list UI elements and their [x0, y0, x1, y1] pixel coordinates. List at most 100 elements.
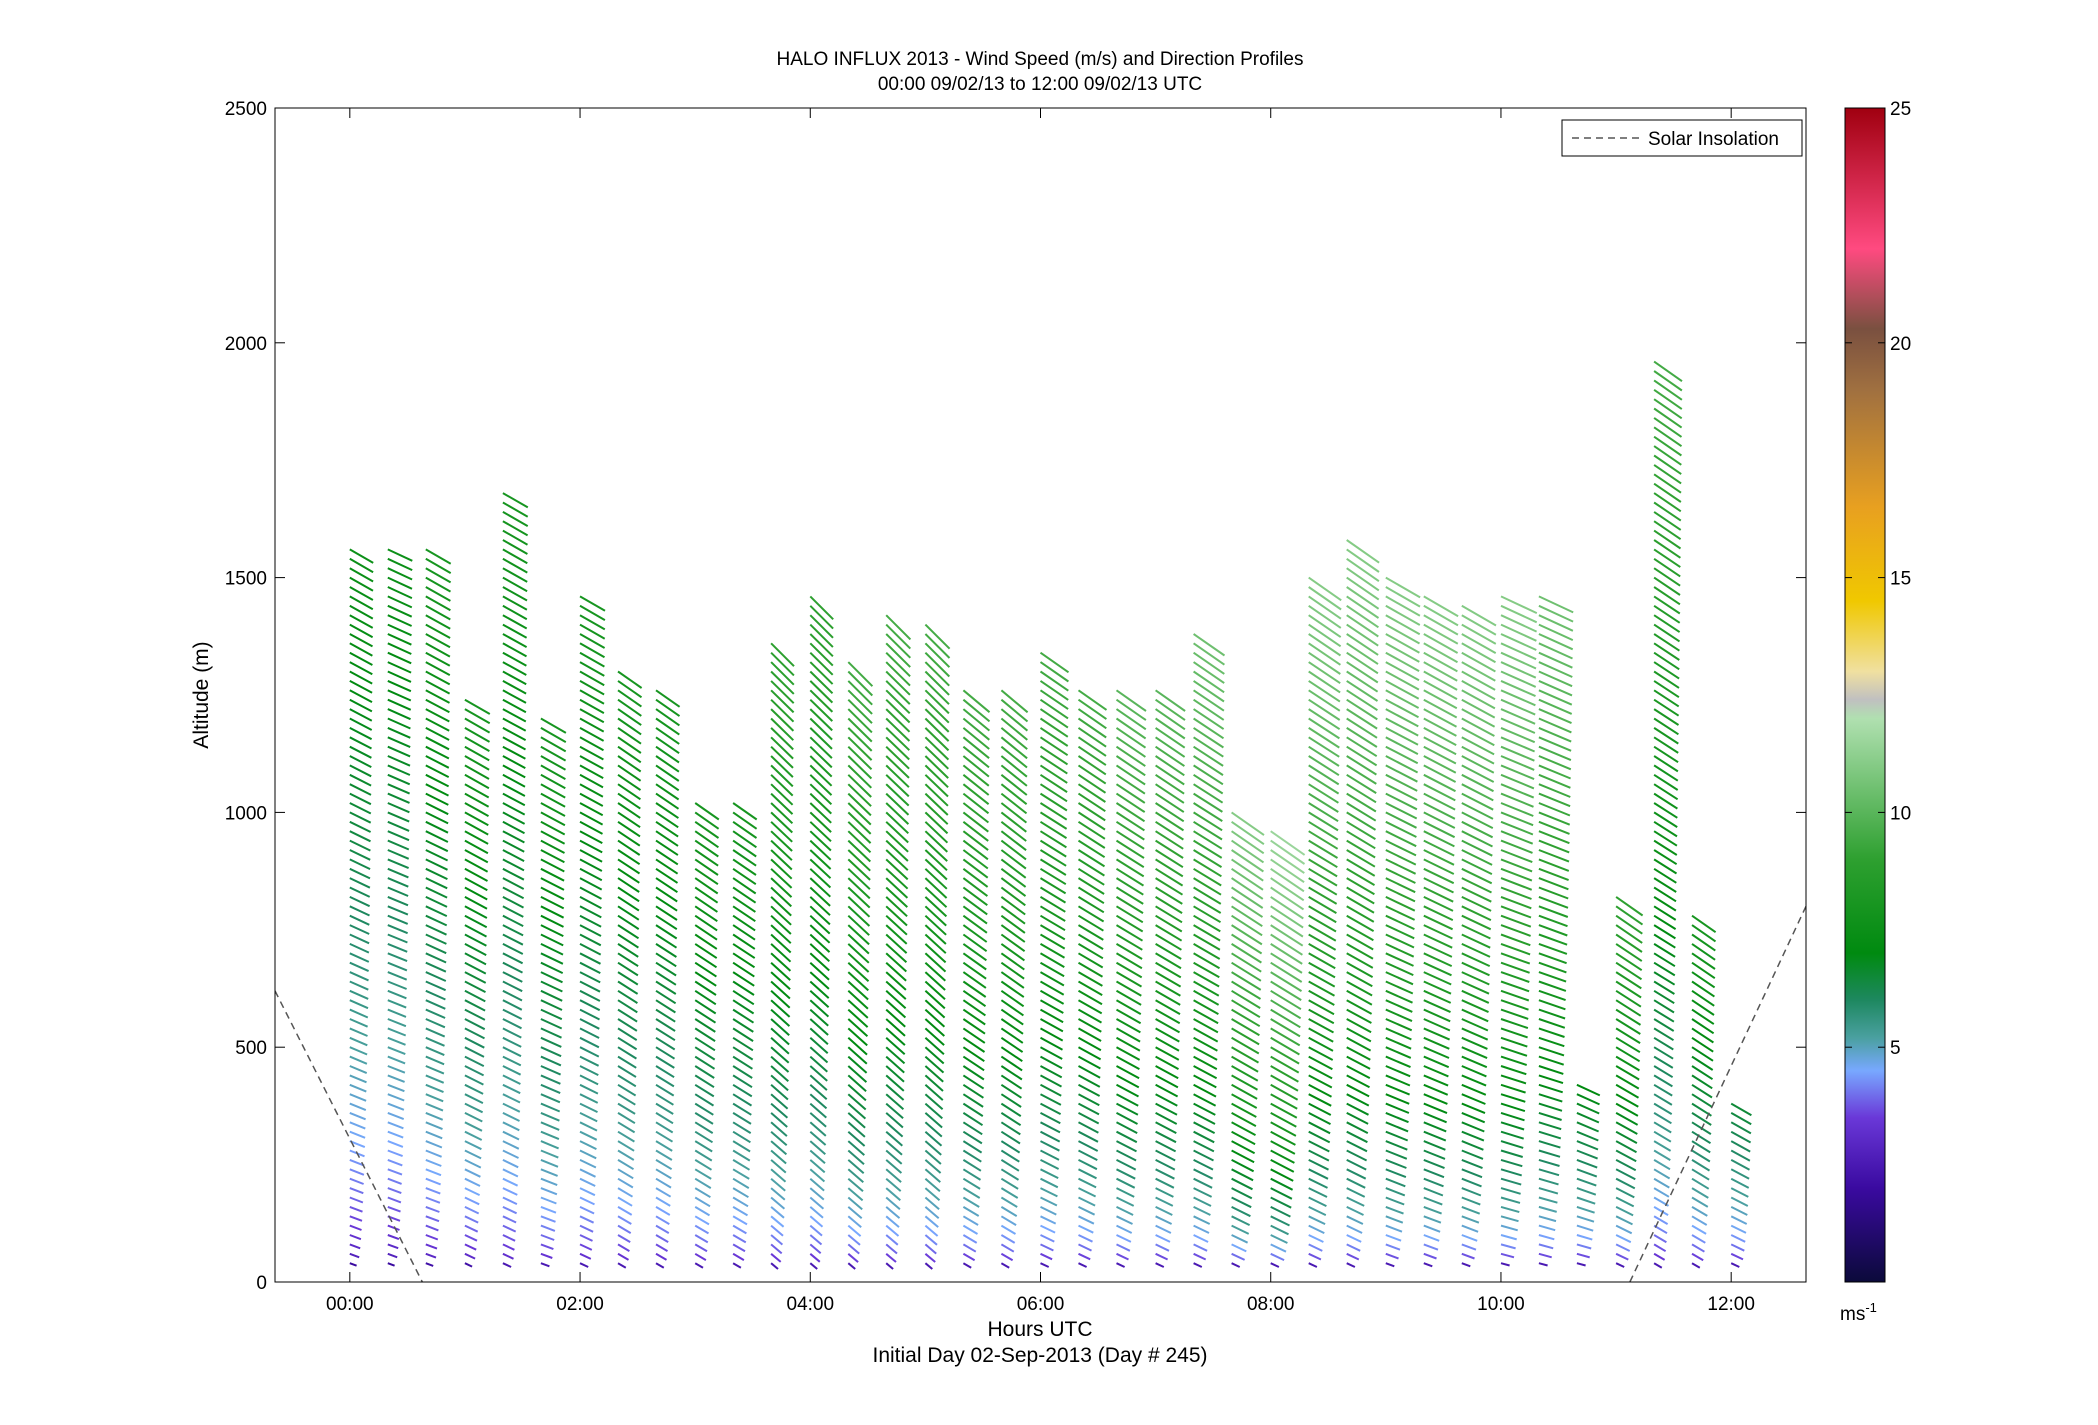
wind-vector	[1423, 1168, 1445, 1179]
wind-vector	[1270, 1112, 1297, 1128]
wind-vector	[540, 717, 567, 734]
wind-vector	[1500, 736, 1535, 753]
wind-vector	[1193, 1149, 1214, 1162]
wind-vector	[502, 736, 526, 751]
wind-vector	[425, 1036, 445, 1047]
wind-vector	[617, 1130, 635, 1143]
wind-vector	[425, 633, 451, 649]
wind-vector	[732, 877, 757, 895]
wind-vector	[1653, 633, 1680, 652]
wind-vector	[1346, 971, 1373, 988]
wind-vector	[1423, 1036, 1450, 1050]
wind-vector	[732, 858, 757, 876]
wind-vector	[1193, 924, 1221, 942]
wind-vector	[1538, 961, 1567, 974]
wind-vector	[1270, 839, 1306, 865]
wind-vector	[1193, 858, 1222, 878]
wind-vector	[1653, 1234, 1667, 1244]
wind-vector	[349, 1196, 364, 1204]
wind-vector	[924, 1102, 943, 1120]
wind-vector	[1078, 1074, 1101, 1088]
solar-insolation-left-line	[275, 990, 424, 1282]
wind-vector	[1193, 736, 1224, 758]
wind-vector	[349, 989, 369, 1000]
wind-vector	[1500, 783, 1535, 799]
wind-vector	[770, 924, 792, 944]
wind-vector	[617, 764, 642, 782]
wind-vector	[770, 670, 795, 695]
wind-vector	[1653, 820, 1678, 838]
wind-vector	[1193, 1159, 1214, 1171]
wind-vector	[1193, 764, 1224, 786]
wind-vector	[464, 1055, 485, 1067]
wind-vector	[425, 1055, 445, 1066]
wind-vector	[349, 1065, 368, 1075]
wind-vector	[1346, 651, 1379, 675]
wind-vector	[540, 886, 565, 901]
wind-vector	[540, 839, 565, 854]
wind-vector	[1653, 858, 1678, 875]
wind-vector	[387, 1083, 405, 1093]
wind-vector	[1077, 961, 1104, 978]
wind-vector	[387, 802, 410, 814]
wind-vector	[579, 1224, 594, 1233]
wind-vector	[617, 924, 640, 940]
wind-vector	[1423, 933, 1453, 949]
wind-vector	[770, 980, 791, 1000]
wind-vector	[387, 980, 407, 990]
wind-vector	[1308, 867, 1338, 887]
wind-vector	[655, 820, 679, 838]
wind-vector	[1500, 764, 1535, 781]
wind-vector	[425, 942, 447, 955]
wind-vector	[1193, 633, 1226, 657]
wind-vector	[1308, 1008, 1335, 1025]
wind-vector	[1500, 849, 1533, 864]
wind-vector	[617, 783, 641, 801]
wind-vector	[809, 971, 830, 990]
wind-vector	[809, 990, 830, 1009]
wind-vector	[1193, 1027, 1219, 1043]
wind-vector	[732, 1055, 753, 1070]
wind-vector	[1270, 1159, 1295, 1173]
colorbar-tick-label: 5	[1890, 1038, 1901, 1059]
wind-vector	[464, 1027, 485, 1040]
wind-vector	[770, 830, 793, 852]
wind-vector	[962, 727, 990, 750]
wind-vector	[1500, 971, 1530, 983]
wind-vector	[809, 774, 833, 796]
wind-vector	[1691, 943, 1716, 961]
wind-vector	[502, 867, 525, 881]
wind-vector	[1346, 1027, 1372, 1043]
wind-vector	[1346, 642, 1379, 665]
wind-vector	[1538, 980, 1567, 992]
wind-vector	[1500, 1008, 1529, 1020]
wind-vector	[962, 1196, 980, 1208]
wind-vector	[732, 1243, 746, 1253]
wind-vector	[464, 1036, 485, 1049]
wind-vector	[1077, 755, 1107, 776]
wind-vector	[387, 867, 409, 879]
wind-vector	[1078, 1121, 1099, 1134]
wind-vector	[387, 1168, 403, 1176]
y-axis-label: Altitude (m)	[190, 641, 213, 748]
wind-vector	[885, 755, 910, 779]
wind-vector	[809, 961, 830, 981]
wind-vector	[464, 811, 489, 827]
wind-vector	[694, 896, 718, 913]
wind-vector	[579, 1149, 597, 1160]
wind-vector	[1077, 849, 1106, 868]
wind-vector	[617, 1262, 627, 1269]
wind-vector	[1461, 1149, 1484, 1160]
wind-vector	[1385, 1065, 1411, 1078]
wind-vector	[617, 1027, 638, 1041]
wind-vector	[809, 708, 833, 732]
wind-vector	[1538, 924, 1568, 937]
wind-vector	[1385, 670, 1420, 691]
wind-vector	[924, 830, 948, 853]
wind-vector	[1385, 1149, 1408, 1160]
wind-vector	[1308, 1121, 1331, 1135]
wind-vector	[1039, 858, 1067, 876]
wind-vector	[502, 1196, 518, 1206]
wind-vector	[349, 633, 373, 648]
wind-vector	[1385, 858, 1417, 875]
